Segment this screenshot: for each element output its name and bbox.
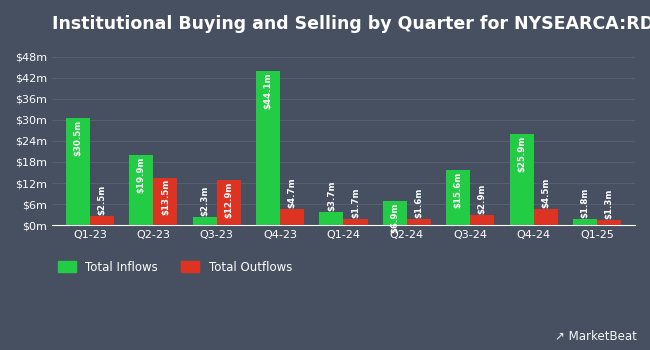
Text: $12.9m: $12.9m [224,181,233,218]
Bar [192,217,216,225]
Bar [534,209,558,225]
Text: $30.5m: $30.5m [73,120,83,156]
Text: $1.8m: $1.8m [580,187,590,218]
Text: $1.6m: $1.6m [415,188,423,218]
Bar [90,216,114,225]
Text: $15.6m: $15.6m [454,172,463,208]
Legend: Total Inflows, Total Outflows: Total Inflows, Total Outflows [58,261,292,274]
Bar [280,209,304,225]
Text: $6.9m: $6.9m [390,202,399,233]
Bar [383,201,407,225]
Bar [446,170,470,225]
Bar [256,71,280,225]
Bar [510,134,534,225]
Bar [319,212,343,225]
Bar [597,220,621,225]
Bar [407,219,431,225]
Text: $44.1m: $44.1m [264,72,272,108]
Text: $25.9m: $25.9m [517,136,526,172]
Bar [129,155,153,225]
Text: Institutional Buying and Selling by Quarter for NYSEARCA:RDIV: Institutional Buying and Selling by Quar… [52,15,650,33]
Text: $4.7m: $4.7m [288,177,296,208]
Text: ↗ MarketBeat: ↗ MarketBeat [555,330,637,343]
Text: $3.7m: $3.7m [327,181,336,211]
Bar [153,178,177,225]
Text: $1.7m: $1.7m [351,188,360,218]
Text: $2.3m: $2.3m [200,186,209,216]
Text: $2.5m: $2.5m [98,185,107,215]
Text: $13.5m: $13.5m [161,179,170,215]
Text: $2.9m: $2.9m [478,183,487,214]
Bar [573,219,597,225]
Text: $4.5m: $4.5m [541,178,550,208]
Bar [66,118,90,225]
Bar [216,180,241,225]
Text: $1.3m: $1.3m [604,189,614,219]
Text: $19.9m: $19.9m [137,157,146,193]
Bar [470,215,494,225]
Bar [343,219,367,225]
